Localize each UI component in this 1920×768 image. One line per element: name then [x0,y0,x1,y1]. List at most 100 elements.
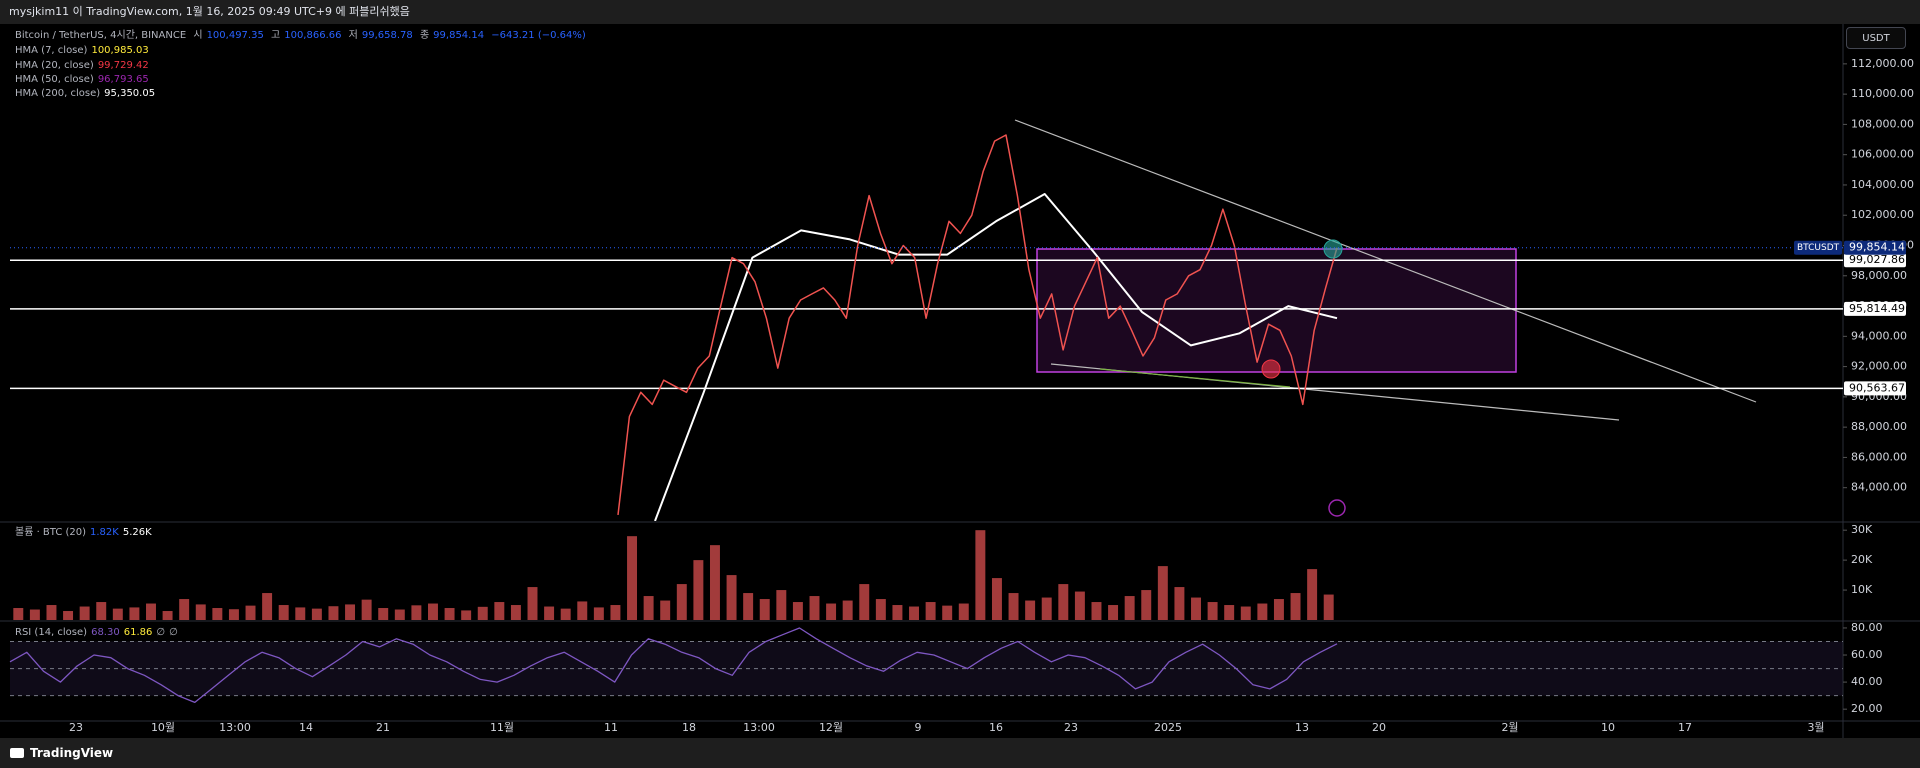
price-tag [1844,240,1906,255]
ohlc-label: 시 [193,30,203,41]
volume-bar [179,599,190,620]
x-tick-label: 11월 [490,721,514,734]
x-tick-label: 14 [299,721,313,734]
indicator-name: HMA (200, close) [15,88,101,99]
volume-bar [991,578,1002,620]
x-tick-label: 17 [1678,721,1692,734]
volume-bar [1141,590,1152,620]
rsi-tick-label: 40.00 [1851,675,1883,688]
y-tick-label: 102,000.00 [1851,208,1914,221]
volume-bar [112,608,123,620]
rsi-name: RSI (14, close) [15,627,88,638]
ohlc-value: 99,854.14 [433,30,485,41]
volume-bar [527,587,538,620]
y-tick-label: 112,000.00 [1851,57,1914,70]
volume-bar [278,605,289,620]
level-label: 95,814.49 [1849,302,1905,315]
logo [10,748,24,758]
footer: TradingView [0,738,1920,768]
indicator-legend: HMA (50, close) 96,793.65 [15,73,153,87]
volume-bar [79,606,90,620]
volume-bar [311,608,322,620]
volume-bar [942,605,953,620]
x-tick-label: 3월 [1807,721,1824,734]
x-tick-label: 11 [604,721,618,734]
rsi-tick-label: 20.00 [1851,702,1883,715]
x-tick-label: 16 [989,721,1003,734]
rsi-tick-label: 80.00 [1851,621,1883,634]
volume-bar [46,605,57,620]
x-tick-label: 13:00 [743,721,775,734]
background [0,24,1920,738]
volume-bar [1091,602,1102,620]
volume-bar [394,609,405,620]
level-tag [1844,381,1906,396]
currency-button[interactable]: USDT [1846,27,1906,49]
volume-bar [709,545,720,620]
y-tick-label: 86,000.00 [1851,450,1907,463]
volume-bar [875,599,886,620]
hma-line [654,193,1338,521]
marker-green [1323,239,1343,259]
x-tick-label: 12월 [819,721,843,734]
rsi-line [9,627,1338,704]
ohlc-label: 종 [419,30,430,41]
rsi-value: ∅ [169,627,178,638]
symbol-tag [1794,240,1842,255]
volume-bar [577,601,588,620]
rsi-value: 68.30 [91,627,120,638]
x-tick-label: 13:00 [219,721,251,734]
x-tick-label: 23 [69,721,83,734]
level-label: 99,027.86 [1849,253,1905,266]
x-tick-label: 10 [1601,721,1615,734]
volume-bar [295,607,306,620]
ohlc-label: 고 [271,30,281,41]
price-line [617,134,1338,515]
volume-bar [477,606,488,620]
volume-bar [345,604,356,620]
indicator-name: HMA (7, close) [15,45,88,56]
volume-bar [909,606,919,620]
volume-bar [892,605,903,620]
indicator-value: 99,729.42 [97,59,149,71]
volume-bar [759,599,770,620]
y-tick-label: 106,000.00 [1851,148,1914,161]
volume-bar [361,599,372,620]
volume-bar [1108,605,1119,620]
x-tick-label: 20 [1372,721,1386,734]
volume-bar [63,611,74,620]
rsi-value: 61.86 [123,627,153,638]
volume-bar [693,560,704,620]
volume-bar [958,603,969,620]
volume-bar [245,605,256,620]
x-tick-label: 21 [376,721,390,734]
volume-bar [162,611,173,620]
volume-bar [461,610,472,620]
y-tick-label: 84,000.00 [1851,481,1907,494]
volume-bar [444,608,455,620]
volume-bar [1008,593,1019,620]
volume-bar [726,575,737,620]
x-tick-label: 2025 [1154,721,1182,734]
x-tick-label: 13 [1295,721,1309,734]
volume-bar [328,606,339,620]
volume-bar [212,608,223,620]
trend-line [1014,119,1757,403]
volume-bar [859,584,870,620]
volume-bar [676,584,687,620]
volume-bar [925,602,936,620]
trend-line-green [1099,368,1291,388]
volume-bar [1307,569,1318,620]
volume-bar [1323,594,1334,620]
volume-bar [428,603,438,620]
volume-bar [792,602,803,620]
volume-name: 볼륨 · BTC (20) [15,527,87,538]
marker-red [1261,359,1281,379]
header: mysjkim11 이 TradingView.com, 1월 16, 2025… [0,0,1920,24]
volume-bar [643,596,654,620]
volume-bar [776,590,787,620]
symbol-tag-label: BTCUSDT [1797,243,1840,253]
level-label: 90,563.67 [1849,381,1905,394]
